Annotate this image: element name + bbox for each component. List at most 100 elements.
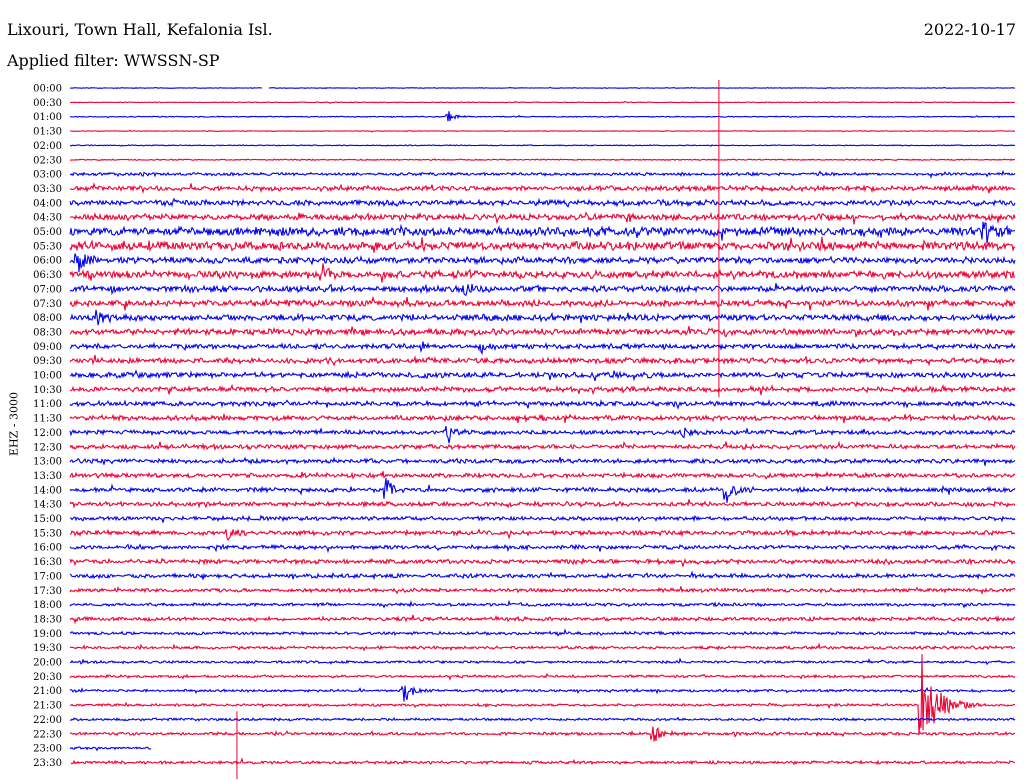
seismic-trace-row bbox=[69, 383, 1016, 396]
row-time-label: 01:00 bbox=[33, 112, 62, 123]
seismic-trace-row bbox=[69, 543, 1016, 554]
row-time-label: 19:30 bbox=[33, 643, 62, 654]
seismic-trace-row bbox=[69, 221, 1016, 244]
row-time-label: 07:00 bbox=[33, 284, 62, 295]
seismic-trace-row bbox=[69, 614, 1016, 625]
seismic-trace-row bbox=[69, 746, 152, 752]
row-time-label: 00:30 bbox=[33, 98, 62, 109]
row-time-label: 18:00 bbox=[33, 600, 62, 611]
row-time-label: 01:30 bbox=[33, 127, 62, 138]
row-time-label: 23:30 bbox=[33, 758, 62, 769]
row-time-label: 16:30 bbox=[33, 557, 62, 568]
row-time-label: 05:00 bbox=[33, 227, 62, 238]
seismic-trace-row bbox=[69, 283, 1016, 296]
seismic-trace-row bbox=[69, 181, 1016, 195]
seismic-trace-row bbox=[69, 100, 1016, 104]
seismic-trace-row bbox=[69, 354, 1015, 367]
seismic-trace-row bbox=[69, 726, 1016, 742]
seismic-trace-row bbox=[69, 236, 1016, 253]
seismic-trace-row bbox=[69, 325, 1016, 338]
seismic-trace-row bbox=[69, 470, 1016, 480]
seismic-trace-row bbox=[69, 642, 1016, 652]
seismic-trace-row bbox=[70, 757, 1016, 766]
row-time-label: 04:30 bbox=[33, 213, 62, 224]
seismic-trace-row bbox=[69, 716, 1016, 722]
row-time-label: 10:00 bbox=[33, 371, 62, 382]
seismic-trace-row bbox=[69, 440, 1016, 452]
row-time-label: 20:30 bbox=[33, 672, 62, 683]
row-time-label: 13:00 bbox=[33, 457, 62, 468]
row-time-label: 19:00 bbox=[33, 629, 62, 640]
seismic-trace-row bbox=[69, 169, 1016, 179]
row-time-label: 05:30 bbox=[33, 241, 62, 252]
station-title: Lixouri, Town Hall, Kefalonia Isl. bbox=[7, 20, 273, 39]
seismic-trace-row bbox=[70, 657, 1016, 666]
seismic-trace-row bbox=[70, 158, 1016, 162]
row-time-label: 12:00 bbox=[33, 428, 62, 439]
seismic-trace-row bbox=[69, 672, 1016, 681]
seismic-trace-row bbox=[69, 557, 1016, 568]
row-time-label: 15:00 bbox=[33, 514, 62, 525]
seismic-trace-row bbox=[69, 628, 1016, 637]
seismic-trace-row bbox=[69, 425, 1016, 444]
row-time-label: 22:00 bbox=[33, 715, 62, 726]
row-time-label: 18:30 bbox=[33, 614, 62, 625]
date-label: 2022-10-17 bbox=[923, 20, 1016, 39]
seismic-trace-row bbox=[69, 86, 1016, 90]
row-time-label: 07:30 bbox=[33, 299, 62, 310]
row-time-label: 21:00 bbox=[33, 686, 62, 697]
row-time-label: 09:30 bbox=[33, 356, 62, 367]
seismic-trace-row bbox=[69, 211, 1016, 225]
row-time-label: 03:00 bbox=[33, 170, 62, 181]
seismic-trace-row bbox=[69, 398, 1016, 410]
row-time-label: 21:30 bbox=[33, 701, 62, 712]
seismic-trace-row bbox=[69, 478, 1016, 503]
seismic-trace-row bbox=[69, 413, 1016, 424]
row-time-label: 13:30 bbox=[33, 471, 62, 482]
row-time-label: 02:00 bbox=[33, 141, 62, 152]
row-time-label: 20:00 bbox=[33, 658, 62, 669]
row-time-label: 03:30 bbox=[33, 184, 62, 195]
row-time-label: 15:30 bbox=[33, 528, 62, 539]
row-time-label: 08:30 bbox=[33, 327, 62, 338]
seismic-trace-row bbox=[69, 341, 1016, 356]
row-time-label: 06:00 bbox=[33, 256, 62, 267]
seismic-trace-row bbox=[69, 514, 1016, 523]
row-time-label: 16:00 bbox=[33, 543, 62, 554]
row-time-label: 17:30 bbox=[33, 586, 62, 597]
seismic-trace-row bbox=[69, 309, 1016, 326]
seismic-trace-row bbox=[69, 369, 1016, 382]
seismic-trace-row bbox=[69, 253, 1016, 273]
row-time-label: 11:00 bbox=[33, 399, 62, 410]
seismic-trace-row bbox=[69, 528, 1016, 542]
seismic-trace-row bbox=[69, 570, 1016, 581]
row-time-label: 17:00 bbox=[33, 571, 62, 582]
row-time-label: 22:30 bbox=[33, 729, 62, 740]
row-time-label: 14:00 bbox=[33, 485, 62, 496]
seismic-trace-row bbox=[69, 685, 1016, 702]
row-time-label: 11:30 bbox=[33, 414, 62, 425]
seismic-trace-row bbox=[69, 456, 1016, 466]
row-time-label: 23:00 bbox=[33, 744, 62, 755]
seismic-trace-row bbox=[69, 129, 1016, 133]
row-time-label: 14:30 bbox=[33, 500, 62, 511]
row-time-label: 09:00 bbox=[33, 342, 62, 353]
row-time-label: 04:00 bbox=[33, 198, 62, 209]
row-time-label: 00:00 bbox=[33, 84, 62, 95]
seismic-trace-row bbox=[69, 144, 1016, 147]
row-time-label: 12:30 bbox=[33, 442, 62, 453]
seismic-trace-row bbox=[69, 295, 1016, 311]
row-time-label: 08:00 bbox=[33, 313, 62, 324]
seismic-trace-row bbox=[69, 599, 1016, 609]
row-time-label: 10:30 bbox=[33, 385, 62, 396]
filter-label: Applied filter: WWSSN-SP bbox=[7, 51, 220, 70]
seismic-trace-row bbox=[69, 197, 1016, 208]
seismic-trace-row bbox=[69, 654, 1016, 736]
seismic-trace-row bbox=[69, 111, 1015, 122]
row-time-label: 02:30 bbox=[33, 155, 62, 166]
seismic-trace-row bbox=[69, 499, 1016, 509]
row-time-label: 06:30 bbox=[33, 270, 62, 281]
seismic-trace-row bbox=[69, 585, 1016, 595]
seismic-trace-row bbox=[69, 263, 1016, 283]
